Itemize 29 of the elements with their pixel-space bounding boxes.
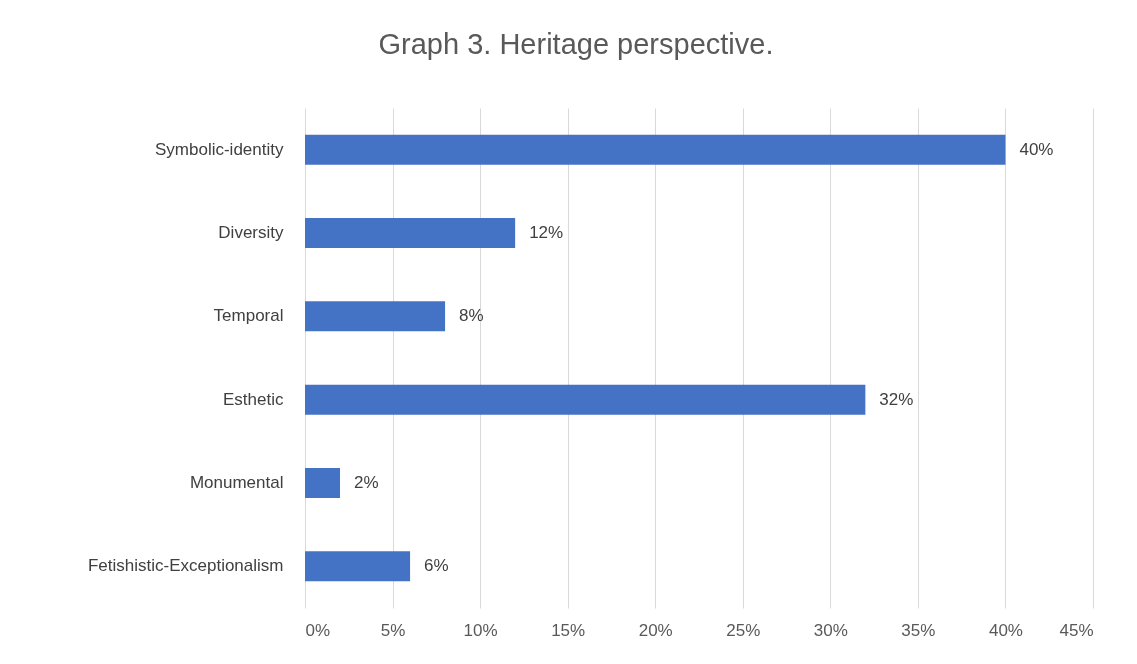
x-tick-label: 25% <box>726 620 761 640</box>
bar <box>305 218 516 248</box>
bar <box>305 301 446 332</box>
chart-title: Graph 3. Heritage perspective. <box>378 28 774 60</box>
data-label: 6% <box>424 556 449 576</box>
x-tick-label: 5% <box>380 620 406 640</box>
y-tick-label: Monumental <box>189 473 284 492</box>
data-label: 40% <box>1019 139 1054 159</box>
bar <box>305 384 866 415</box>
bar <box>305 468 341 498</box>
bar <box>305 134 1006 165</box>
x-tick-label: 20% <box>638 620 673 640</box>
y-tick-label: Diversity <box>218 223 284 242</box>
y-tick-label: Fetishistic-Exceptionalism <box>87 556 284 576</box>
data-label: 8% <box>459 306 484 326</box>
x-tick-label: 30% <box>813 620 848 640</box>
x-tick-label: 10% <box>463 620 498 640</box>
data-label: 2% <box>354 473 379 492</box>
y-tick-label: Symbolic-identity <box>155 139 284 159</box>
y-tick-label: Esthetic <box>223 389 284 409</box>
data-label: 32% <box>879 389 914 409</box>
x-tick-label: 15% <box>551 620 586 640</box>
x-tick-label: 35% <box>901 620 936 640</box>
x-tick-label: 45% <box>1059 620 1094 640</box>
data-label: 12% <box>529 223 564 242</box>
bar <box>305 551 411 582</box>
x-tick-label: 0% <box>305 620 331 640</box>
y-tick-label: Temporal <box>213 306 284 326</box>
x-tick-label: 40% <box>988 620 1023 640</box>
